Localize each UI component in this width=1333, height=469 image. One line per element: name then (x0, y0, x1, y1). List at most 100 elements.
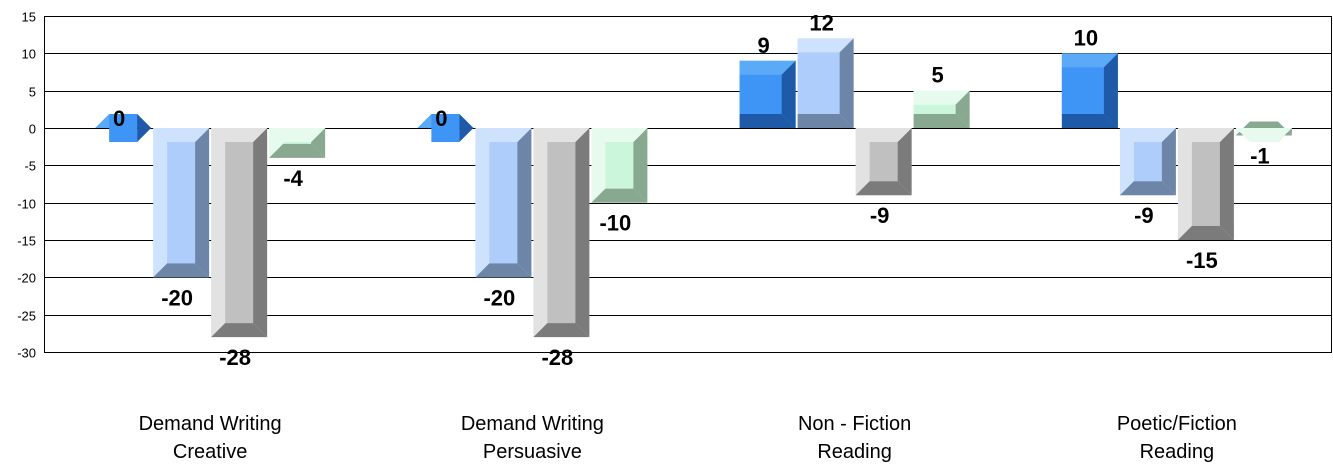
bar-side-face (897, 128, 912, 196)
bar-side-face (1103, 53, 1118, 129)
bar-side-face (633, 128, 648, 203)
bar-side-face (575, 128, 590, 338)
bar-top-face (739, 60, 796, 75)
category-label-line: Demand Writing (461, 413, 604, 435)
category-label-line: Poetic/Fiction (1117, 413, 1237, 435)
bar-side-face (781, 60, 796, 128)
bar-top-face (153, 128, 210, 142)
bar-bottom-face (1177, 226, 1234, 240)
bar-top-face (269, 128, 326, 142)
data-label: -15 (1186, 248, 1218, 273)
bar-front-face (547, 142, 576, 324)
bar (1119, 128, 1176, 196)
bar-bottom-face (913, 114, 970, 128)
y-tick-label: 10 (22, 47, 36, 62)
bar-side-face (459, 114, 474, 142)
bar (533, 128, 590, 338)
category-label: Demand Writing Creative (139, 413, 282, 463)
bar-top-face (533, 128, 590, 142)
bar-side-face (1219, 128, 1234, 240)
bar (475, 128, 532, 278)
data-label: -20 (161, 285, 193, 310)
data-label: -28 (219, 345, 251, 370)
bar-side-face (137, 114, 152, 142)
bar-bottom-face (533, 323, 590, 338)
category-label-line: Demand Writing (139, 413, 282, 435)
bar-front-face (489, 142, 518, 264)
bar-front-face (109, 114, 138, 142)
bar-bottom-face (1061, 114, 1118, 128)
data-label: -9 (870, 203, 890, 228)
bar-front-face (1191, 142, 1220, 226)
category-label-line: Reading (817, 441, 892, 463)
bar-bottom-face (591, 188, 648, 203)
data-label: -28 (541, 345, 573, 370)
bar (855, 128, 912, 196)
bar-front-face (605, 142, 634, 189)
bar-bottom-face (153, 263, 210, 278)
bar-front-face (1133, 142, 1162, 182)
bar-bottom-face (269, 143, 326, 158)
y-tick-label: -5 (24, 159, 36, 174)
category-label: Demand Writing Persuasive (461, 413, 604, 463)
bar (1177, 128, 1234, 240)
y-axis-tick-labels: 15 10 5 0 -5 -10 -15 -20 -25 -30 (17, 10, 36, 361)
bar-front-face (283, 142, 312, 144)
bar-side-face (253, 128, 268, 338)
y-tick-label: -25 (17, 309, 36, 324)
bar-front-face (739, 74, 782, 114)
y-tick-label: -20 (17, 271, 36, 286)
bar-front-face (1061, 67, 1104, 114)
bar-top-face (1061, 53, 1118, 68)
data-label: 10 (1074, 25, 1098, 50)
bar-bottom-face (1119, 181, 1176, 196)
bar-top-face (855, 128, 912, 142)
y-tick-label: 0 (29, 122, 36, 137)
data-labels: 0 -20 -28 -4 0 -20 -28 -10 9 12 -9 5 10 -9 -15 -1 (113, 10, 1270, 370)
bar (95, 114, 152, 142)
bar-bottom-face (739, 114, 796, 128)
bar-side-face (839, 38, 854, 128)
bar-front-face (913, 104, 956, 114)
bar-front-face (797, 52, 840, 114)
y-tick-label: 5 (29, 85, 36, 100)
bar-top-face (475, 128, 532, 142)
bar-front-face (225, 142, 254, 324)
y-tick-label: -30 (17, 346, 36, 361)
data-label: 0 (113, 106, 125, 131)
bar (269, 128, 326, 158)
bar-side-face (1161, 128, 1176, 196)
bar-bottom-face (211, 323, 268, 338)
data-label: 12 (809, 10, 833, 35)
bar-top-face (1177, 128, 1234, 142)
bar-bottom-face (475, 263, 532, 278)
bar (1235, 121, 1292, 142)
data-label: -9 (1134, 203, 1154, 228)
bar-bottom-face (797, 114, 854, 128)
bar-bottom-face (855, 181, 912, 196)
bar-front-face (869, 142, 898, 182)
y-tick-label: -10 (17, 197, 36, 212)
bar (591, 128, 648, 203)
data-label: 0 (435, 106, 447, 131)
bar-top-face (797, 38, 854, 53)
category-label-line: Creative (173, 441, 247, 463)
plot-area-border (44, 16, 1332, 353)
bar (739, 60, 796, 128)
bar-front-face (167, 142, 196, 264)
bar-side-face (517, 128, 532, 278)
bars (95, 38, 1292, 338)
y-tick-label: -15 (17, 234, 36, 249)
bar (797, 38, 854, 128)
bar-side-face (955, 90, 970, 128)
category-labels: Demand Writing Creative Demand Writing Pers… (139, 413, 1237, 463)
bar-side-face (311, 128, 326, 158)
bar (153, 128, 210, 278)
bar (211, 128, 268, 338)
y-tick-label: 15 (22, 10, 36, 25)
data-label: -10 (599, 211, 631, 236)
data-label: -4 (283, 166, 303, 191)
data-label: -1 (1250, 143, 1270, 168)
bar (913, 90, 970, 128)
category-label-line: Non - Fiction (798, 413, 911, 435)
